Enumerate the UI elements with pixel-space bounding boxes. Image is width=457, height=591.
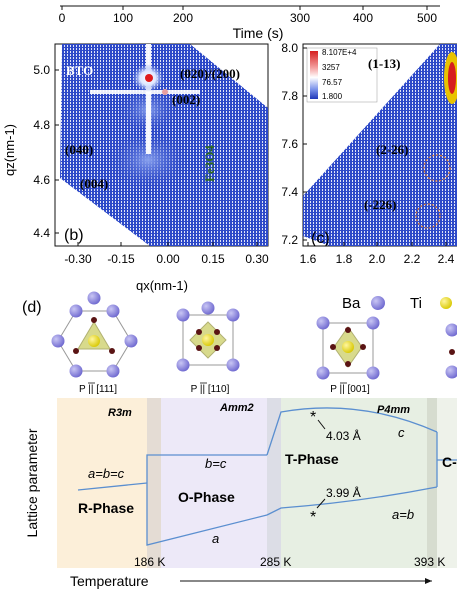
peak-002	[162, 89, 168, 95]
label-fe3o4: Fe3O4	[202, 145, 217, 182]
panel-c-letter: (c)	[311, 230, 330, 247]
label-m226: (-226)	[364, 197, 397, 212]
line-tc-join	[436, 432, 457, 487]
structure-111: P || [111]	[51, 291, 138, 395]
rel-c: c	[398, 425, 405, 440]
rsm-map-c	[303, 44, 457, 246]
line-r	[77, 482, 148, 491]
phase-r: R-Phase	[78, 500, 134, 516]
label-004: (004)	[80, 176, 108, 191]
rel-bc: b=c	[205, 456, 227, 471]
phase-xlabel: Temperature	[70, 573, 149, 589]
time-tick-label: 0	[59, 11, 66, 25]
panel-c: 8.107E+4 3257 76.57 1.800 (1-13) (2-26) …	[281, 41, 457, 266]
rel-ab: a=b	[392, 507, 414, 522]
temp-186: 186 K	[134, 555, 165, 569]
label-040: (040)	[65, 142, 93, 157]
panel-b-ylabel: qz(nm-1)	[2, 124, 17, 176]
pol-110: P || [110]	[191, 384, 230, 395]
region-c	[437, 398, 457, 568]
label-bto: BTO	[66, 63, 93, 78]
panel-c-x-tick-label: 1.6	[300, 252, 317, 266]
colorbar-3: 76.57	[322, 78, 343, 87]
pol-111: P || [111]	[79, 384, 117, 395]
line-o-bc	[146, 454, 267, 483]
panel-c-x-tick-label: 2.0	[369, 252, 386, 266]
panel-c-y-tick-label: 8.0	[281, 41, 298, 55]
phase-o: O-Phase	[178, 489, 235, 505]
legend-ti-label: Ti	[410, 295, 422, 312]
panel-b-x-tick-label: 0.15	[201, 252, 225, 266]
rel-abc: a=b=c	[88, 466, 125, 481]
time-tick-label: 300	[290, 11, 310, 25]
line-t-c	[266, 407, 438, 456]
region-t-c	[427, 398, 437, 568]
panel-b: BTO (020)/(200) (002) (040) (004) Fe3O4 …	[2, 43, 269, 293]
region-r-o	[147, 398, 161, 568]
panel-c-y-tick-label: 7.8	[281, 89, 298, 103]
region-t	[281, 398, 427, 568]
panel-d: (d) P || [111] P || [110]	[22, 291, 457, 395]
group-amm2: Amm2	[219, 402, 254, 414]
panel-b-x-tick-label: 0.00	[156, 252, 180, 266]
structure-001: P || [001]	[316, 316, 380, 395]
panel-b-xlabel: qx(nm-1)	[136, 278, 188, 293]
group-p4mm: P4mm	[377, 404, 410, 416]
region-o	[161, 398, 267, 568]
panel-b-letter: (b)	[64, 227, 84, 244]
panel-c-y-tick-label: 7.4	[281, 185, 298, 199]
pol-001: P || [001]	[330, 384, 370, 395]
panel-b-y-tick-label: 4.8	[33, 118, 50, 132]
label-002: (002)	[172, 92, 200, 107]
region-r	[57, 398, 147, 568]
panel-b-y-tick-label: 5.0	[33, 63, 50, 77]
panel-b-y-tick-label: 4.6	[33, 173, 50, 187]
panel-c-y-tick-label: 7.2	[281, 233, 298, 247]
colorbar-min: 1.800	[322, 92, 343, 101]
panel-b-x-tick-label: -0.30	[64, 252, 92, 266]
group-r3m: R3m	[108, 407, 132, 419]
peak-020	[145, 74, 153, 82]
legend-ba-atom	[371, 296, 385, 310]
panel-d-letter: (d)	[22, 299, 42, 316]
panel-b-x-tick-label: 0.30	[245, 252, 269, 266]
value-399: 3.99 Å	[326, 485, 361, 500]
phase-ylabel: Lattice parameter	[24, 428, 40, 537]
line-t-ab	[266, 486, 438, 516]
phase-t: T-Phase	[285, 451, 339, 467]
line-o-a	[146, 483, 268, 546]
time-axis-label: Time (s)	[233, 25, 284, 41]
rel-a: a	[212, 531, 219, 546]
region-o-t	[267, 398, 281, 568]
time-tick-label: 400	[353, 11, 373, 25]
time-tick-label: 200	[173, 11, 193, 25]
legend-ba-label: Ba	[342, 295, 361, 312]
phase-c: C-	[442, 454, 457, 470]
label-1-13: (1-13)	[368, 56, 401, 71]
structure-110: P || [110]	[176, 301, 240, 395]
panel-c-x-tick-label: 2.2	[404, 252, 421, 266]
value-403: 4.03 Å	[326, 428, 361, 443]
colorbar-2: 3257	[322, 63, 340, 72]
phase-diagram: R3m Amm2 P4mm R-Phase O-Phase T-Phase C-…	[24, 398, 457, 589]
structure-cubic-partial	[445, 323, 457, 379]
panel-b-y-tick-label: 4.4	[33, 226, 50, 240]
time-axis: 0100200300400500600 Time (s)	[59, 5, 440, 41]
time-tick-label: 100	[113, 11, 133, 25]
panel-c-x-tick-label: 2.4	[438, 252, 455, 266]
marker-star-top: *	[310, 409, 316, 426]
legend-ti-atom	[440, 297, 452, 309]
panel-c-x-tick-label: 1.8	[336, 252, 353, 266]
panel-b-x-tick-label: -0.15	[107, 252, 135, 266]
temp-393: 393 K	[414, 555, 445, 569]
label-020-200: (020)/(200)	[180, 66, 240, 81]
panel-c-y-tick-label: 7.6	[281, 137, 298, 151]
temp-285: 285 K	[260, 555, 291, 569]
time-tick-label: 500	[417, 11, 437, 25]
label-2-26: (2-26)	[376, 142, 409, 157]
colorbar-legend: 8.107E+4 3257 76.57 1.800	[306, 47, 378, 103]
marker-star-bottom: *	[310, 509, 316, 526]
colorbar-max: 8.107E+4	[322, 48, 357, 57]
